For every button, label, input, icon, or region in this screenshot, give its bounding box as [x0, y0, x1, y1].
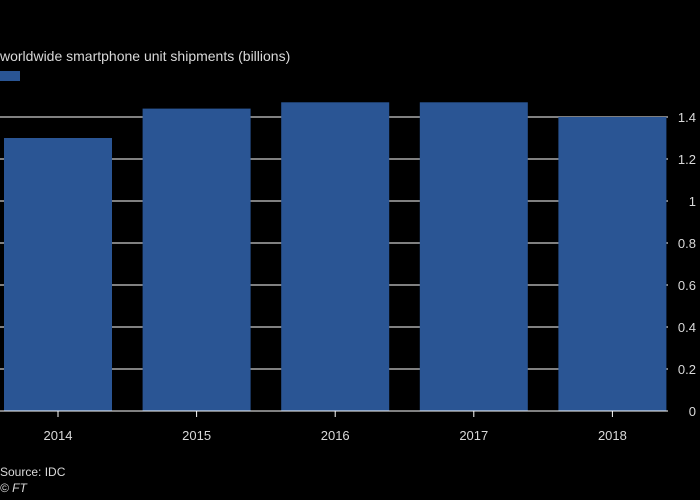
y-tick-label: 0.4 — [678, 320, 696, 335]
x-tick-label: 2015 — [182, 428, 211, 443]
credit-note: © FT — [0, 481, 27, 495]
y-tick-label: 0.2 — [678, 362, 696, 377]
y-tick-label: 0.6 — [678, 278, 696, 293]
x-tick-label: 2018 — [598, 428, 627, 443]
y-tick-label: 1.4 — [678, 110, 696, 125]
source-note: Source: IDC — [0, 465, 66, 479]
bar-2015 — [142, 108, 251, 411]
y-tick-label: 0 — [689, 404, 696, 419]
x-tick-label: 2016 — [321, 428, 350, 443]
y-tick-label: 1.2 — [678, 152, 696, 167]
legend-swatch — [0, 71, 20, 81]
x-tick-label: 2014 — [44, 428, 73, 443]
y-tick-label: 0.8 — [678, 236, 696, 251]
bar-2016 — [281, 102, 390, 412]
x-tick-label: 2017 — [459, 428, 488, 443]
bar-2018 — [558, 117, 667, 411]
bar-2017 — [419, 102, 528, 412]
bar-2014 — [4, 138, 112, 411]
chart-title: worldwide smartphone unit shipments (bil… — [0, 48, 291, 64]
y-tick-label: 1 — [689, 194, 696, 209]
